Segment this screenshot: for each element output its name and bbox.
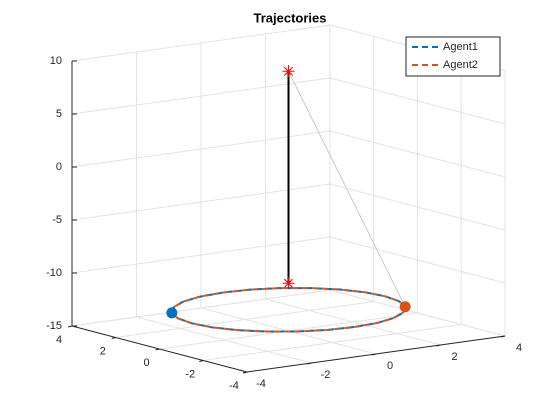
grid-line [329, 77, 506, 125]
z-tick-label: 5 [56, 108, 62, 120]
grid-line [329, 236, 506, 284]
legend-label: Agent2 [443, 59, 478, 71]
start-marker [399, 301, 411, 313]
y-tick-label: 4 [56, 334, 62, 346]
grid-line [329, 183, 506, 231]
start-marker [166, 307, 178, 319]
x-tick-label: 4 [516, 342, 522, 354]
legend-label: Agent1 [443, 41, 478, 53]
x-tick [500, 335, 506, 338]
target-marker [282, 277, 295, 290]
grid-line [71, 24, 331, 62]
y-tick [199, 360, 204, 362]
grid-line [203, 324, 462, 361]
grid-line [71, 289, 331, 327]
link-line [288, 71, 406, 307]
grid-line [71, 236, 331, 274]
y-tick [67, 325, 73, 328]
x-tick [371, 353, 377, 356]
grid-line [329, 130, 506, 178]
legend-box [405, 36, 501, 77]
y-tick [155, 348, 160, 351]
z-tick-label: -15 [46, 320, 62, 332]
y-tick [111, 337, 116, 339]
x-tick [436, 344, 441, 347]
y-tick-label: -2 [185, 368, 195, 380]
y-tick-label: -4 [229, 380, 239, 392]
x-tick-label: -2 [321, 369, 331, 381]
z-tick-label: -5 [52, 214, 62, 226]
z-tick-label: 10 [50, 55, 62, 67]
y-tick-label: 2 [100, 345, 106, 357]
x-tick-label: -4 [256, 378, 266, 390]
x-tick-label: 2 [451, 351, 457, 363]
target-marker [282, 65, 295, 78]
grid-line [71, 130, 331, 168]
grid-line [115, 301, 374, 338]
x-tick-label: 0 [387, 360, 393, 372]
grid-line [71, 77, 331, 115]
z-tick-label: 0 [56, 161, 62, 173]
y-tick [242, 371, 248, 374]
z-tick-label: -10 [46, 267, 62, 279]
grid-line [329, 289, 506, 337]
y-tick-label: 0 [143, 357, 149, 369]
x-tick [307, 362, 312, 365]
chart-title: Trajectories [254, 10, 327, 25]
grid-line [71, 183, 331, 221]
